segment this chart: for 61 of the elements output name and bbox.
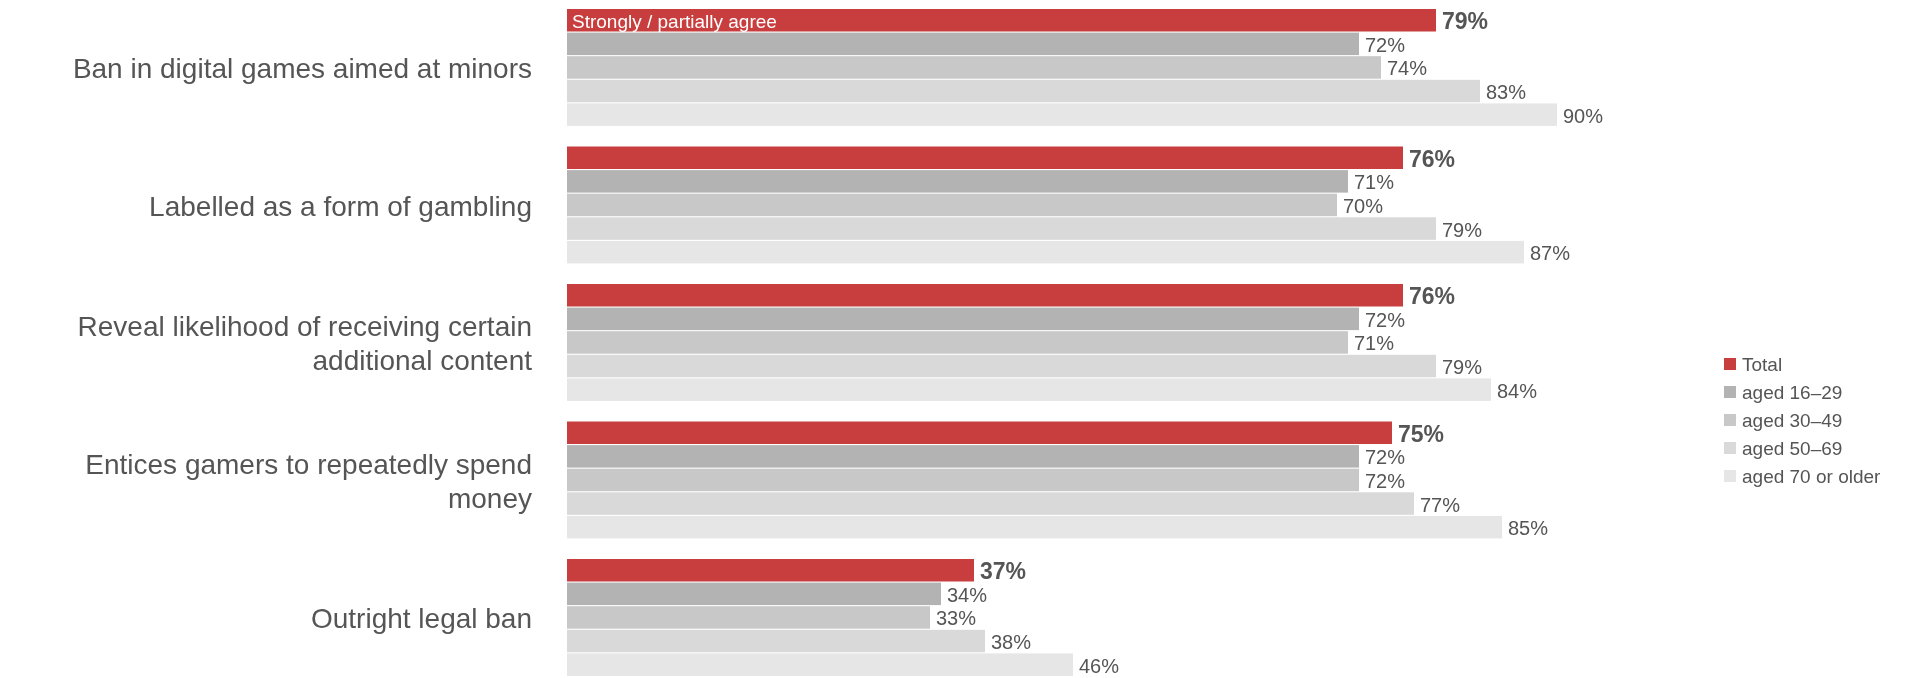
bar [567,146,1403,169]
data-label: 79% [1442,356,1483,379]
bar [567,284,1403,307]
bar [567,170,1348,193]
bar [567,492,1414,515]
legend-label: aged 30–49 [1742,409,1843,431]
data-label: 87% [1530,242,1571,265]
y-tick-label: Reveal likelihood of receiving certain additional content [77,310,533,376]
data-label: 76% [1409,145,1456,172]
data-label: 72% [1365,308,1406,331]
data-label: 79% [1442,218,1483,241]
data-label: 76% [1409,283,1456,310]
data-label: 72% [1365,469,1406,492]
data-label: 72% [1365,446,1406,469]
legend-label: aged 50–69 [1742,437,1843,459]
data-label: 77% [1420,493,1461,516]
data-label: 83% [1486,81,1527,104]
y-tick-label: Outright legal ban [310,602,532,634]
data-label: 85% [1508,517,1549,540]
data-label: 71% [1354,332,1395,355]
bar [567,217,1436,240]
data-label: 38% [991,631,1032,654]
data-label: 79% [1442,8,1489,35]
bar [567,629,985,653]
data-label: 37% [980,558,1027,585]
data-label: 72% [1365,33,1406,56]
data-label: 33% [936,607,977,630]
bar [567,468,1359,492]
bar [567,32,1359,56]
bar [567,582,941,606]
data-label: 71% [1354,171,1395,194]
bar [567,79,1480,103]
data-label: 75% [1398,420,1445,447]
legend-label: aged 16–29 [1742,381,1843,403]
bar [567,331,1348,354]
bar [567,9,1436,32]
bar [567,559,974,582]
bar [567,103,1557,126]
y-tick-label: Labelled as a form of gambling [149,190,532,221]
legend-label: Total [1742,353,1783,375]
bar [567,307,1359,331]
bar [567,606,930,629]
annotation: Strongly / partially agree [572,10,777,32]
data-label: 46% [1079,654,1120,677]
data-label: 84% [1497,379,1538,402]
data-label: 70% [1343,194,1384,217]
bar [567,653,1073,676]
bar [567,378,1491,401]
legend-label: aged 70 or older [1742,465,1882,487]
bar [567,240,1524,264]
bar [567,354,1436,378]
bar [567,56,1381,79]
data-label: 34% [947,583,988,606]
bar [567,515,1502,539]
y-tick-label: Entices gamers to repeatedly spend money [85,448,532,513]
data-label: 74% [1387,57,1428,80]
bar [567,421,1392,444]
y-tick-label: Ban in digital games aimed at minors [72,52,532,84]
bar [567,193,1337,217]
bar [567,445,1359,468]
data-label: 90% [1563,104,1604,127]
